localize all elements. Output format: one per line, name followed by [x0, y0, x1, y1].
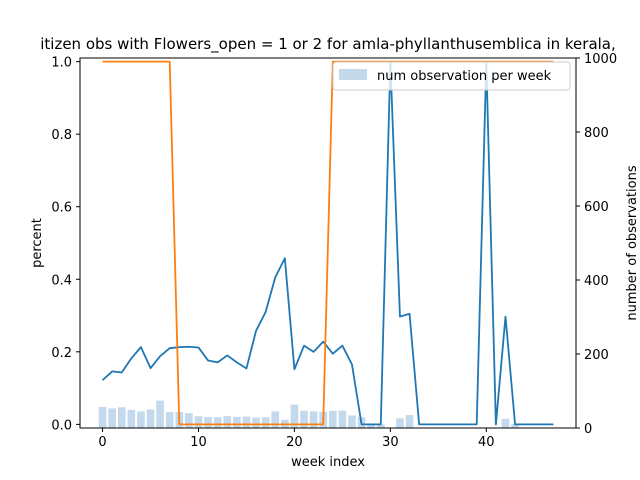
left-y-tick-label: 0.4: [51, 273, 72, 288]
plot-frame: [79, 57, 577, 429]
bar: [252, 417, 260, 428]
bar-series: [98, 400, 519, 428]
right-y-tick-label: 400: [584, 274, 609, 289]
x-tick-label: 20: [286, 435, 303, 450]
legend-box: [332, 61, 571, 91]
bar: [117, 407, 126, 428]
x-tick-label: 10: [190, 435, 207, 450]
right-y-tick-label: 600: [584, 200, 609, 215]
right-y-tick-label: 0: [584, 422, 592, 437]
x-tick-label: 30: [382, 435, 399, 450]
left-y-tick-label: 0.8: [51, 128, 72, 143]
bar: [185, 413, 193, 428]
bar: [127, 409, 136, 428]
bar: [233, 416, 241, 428]
chart-title: itizen obs with Flowers_open = 1 or 2 fo…: [40, 35, 616, 54]
bar: [300, 410, 308, 428]
bar: [376, 424, 385, 428]
bar: [165, 412, 174, 428]
bar: [271, 411, 280, 428]
bar: [501, 418, 510, 428]
right-y-axis-ticks: 0 200 400 600 800 1000: [576, 52, 617, 437]
legend-label: num observation per week: [377, 69, 552, 84]
bar: [309, 411, 318, 428]
left-y-tick-label: 0.2: [51, 346, 72, 361]
bar: [213, 417, 222, 428]
left-y-tick-label: 1.0: [51, 56, 72, 71]
bar: [98, 406, 107, 428]
left-y-tick-label: 0.0: [51, 418, 72, 433]
bar: [204, 416, 212, 428]
bar: [242, 416, 251, 428]
right-y-axis-label: number of observations: [625, 165, 640, 320]
bar: [348, 415, 356, 428]
left-y-axis-ticks: 0.0 0.2 0.4 0.6 0.8 1.0: [51, 56, 80, 433]
bar: [156, 400, 164, 428]
x-tick-label: 0: [98, 435, 106, 450]
bar: [223, 416, 232, 428]
right-y-tick-label: 200: [584, 348, 609, 363]
bar: [146, 409, 155, 428]
right-y-tick-label: 800: [584, 126, 609, 141]
x-axis-label: week index: [291, 455, 365, 470]
legend-swatch: [339, 69, 367, 80]
x-tick-label: 40: [478, 435, 495, 450]
bar: [108, 408, 116, 428]
bar: [338, 410, 347, 428]
legend: num observation per week: [332, 61, 571, 91]
bar: [396, 418, 404, 428]
left-y-tick-label: 0.6: [51, 201, 72, 216]
bar: [261, 417, 270, 428]
bar: [405, 415, 414, 428]
bar: [328, 410, 337, 428]
bar: [137, 411, 145, 428]
right-y-tick-label: 1000: [584, 52, 617, 67]
bar: [367, 423, 376, 428]
x-axis-ticks: 0 10 20 30 40: [98, 428, 495, 450]
left-y-axis-label: percent: [30, 218, 45, 268]
bar: [511, 423, 519, 428]
bar: [290, 404, 299, 428]
bar: [194, 416, 203, 428]
